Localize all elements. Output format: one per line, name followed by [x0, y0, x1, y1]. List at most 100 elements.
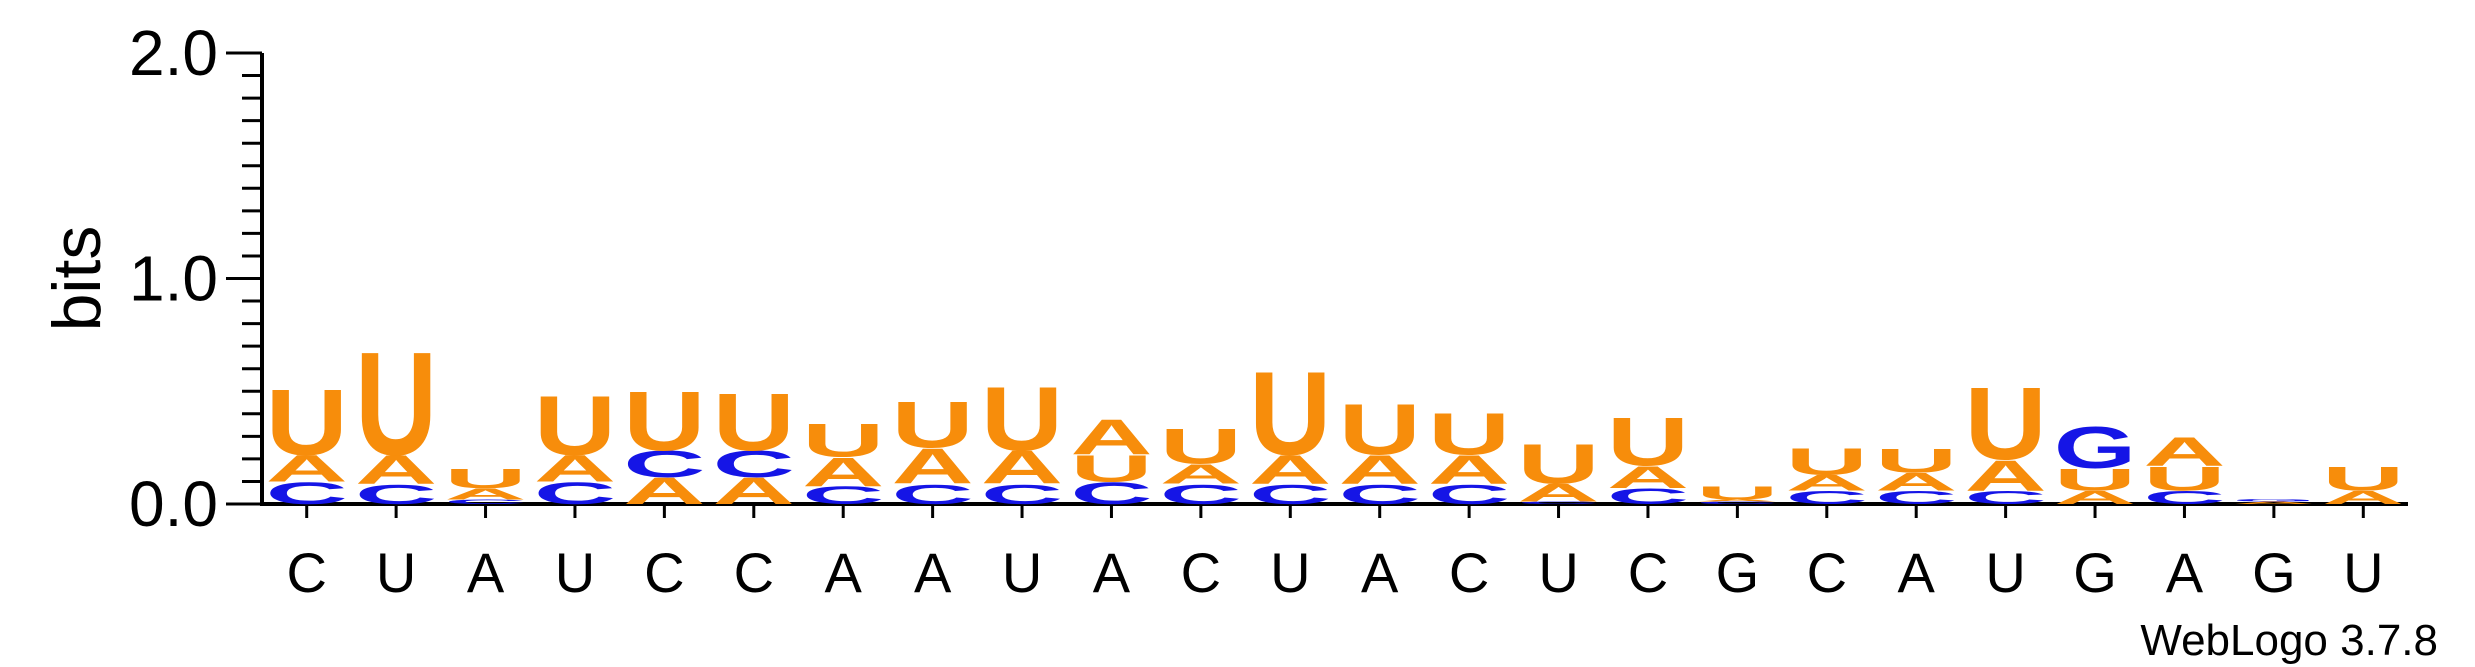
logo-letter-A: A [1339, 448, 1421, 493]
logo-letter-U: U [1428, 401, 1510, 467]
x-tick-label: U [1002, 541, 1042, 604]
logo-stack: CAU [802, 415, 884, 510]
logo-letter-A: A [1249, 448, 1331, 493]
weblogo-version-text: WebLogo 3.7.8 [2140, 616, 2438, 665]
logo-letter-U: U [1249, 347, 1331, 480]
logo-letter-U: U [2322, 459, 2404, 497]
y-tick-label: 0.0 [129, 468, 218, 540]
logo-letter-A: A [2322, 487, 2404, 508]
logo-letter-A: A [981, 442, 1063, 494]
logo-letter-U: U [2143, 459, 2225, 497]
logo-stack: CUA [2143, 429, 2225, 508]
logo-letter-A: A [2233, 501, 2315, 504]
logo-letter-U: U [1070, 447, 1152, 489]
logo-letter-U: U [1964, 367, 2046, 482]
x-tick-label: C [1628, 541, 1668, 604]
logo-stack: CAU [1786, 441, 1868, 509]
x-tick-label: U [376, 541, 416, 604]
x-tick-label: G [2252, 541, 2296, 604]
logo-letter-U: U [1607, 403, 1689, 480]
logo-letter-U: U [623, 374, 705, 468]
logo-stack: CAU [1249, 347, 1331, 510]
logo-stack: CAU [1875, 441, 1957, 508]
logo-letter-A: A [266, 447, 348, 489]
logo-letter-U: U [2054, 462, 2136, 497]
x-tick-label: C [1181, 541, 1221, 604]
logo-letter-A: A [2054, 487, 2136, 508]
logo-letter-C: C [1607, 484, 1689, 508]
logo-stack: CAU [981, 368, 1063, 510]
logo-stack: AU [2322, 459, 2404, 508]
logo-letter-A: A [713, 470, 795, 512]
logo-letter-A: A [2143, 429, 2225, 474]
x-tick-label: A [1898, 541, 1936, 604]
y-axis-label: bits [39, 226, 115, 332]
logo-letter-C: C [1964, 487, 2046, 508]
logo-letter-U: U [1786, 441, 1868, 483]
x-tick-label: C [734, 541, 774, 604]
logo-letter-U: U [266, 370, 348, 475]
y-tick-label: 2.0 [129, 17, 218, 89]
logo-letter-A: A [1160, 458, 1242, 490]
logo-letter-A: A [891, 438, 973, 494]
logo-stack: CAU [891, 388, 973, 510]
logo-letter-A: A [1964, 451, 2046, 500]
x-tick-label: A [2166, 541, 2204, 604]
logo-letter-C: C [1696, 501, 1778, 504]
logo-stack: CAU [1696, 483, 1778, 505]
logo-stack: ACU [623, 374, 705, 512]
logo-letter-U: U [444, 463, 526, 495]
logo-letter-A: A [1607, 460, 1689, 495]
x-tick-label: A [1361, 541, 1399, 604]
x-tick-label: C [1449, 541, 1489, 604]
logo-letter-C: C [1070, 476, 1152, 511]
logo-letter-A: A [1428, 448, 1510, 493]
logo-letter-U: U [355, 321, 437, 485]
logo-stack: CAU [266, 370, 348, 511]
x-tick-label: C [1807, 541, 1847, 604]
logo-letter-C: C [981, 479, 1063, 511]
logo-letter-A: A [1875, 468, 1957, 496]
logo-stack: CAU [444, 463, 526, 506]
logo-letter-A: A [444, 485, 526, 503]
x-tick-label: C [644, 541, 684, 604]
logo-letter-C: C [1786, 487, 1868, 508]
x-tick-label: U [1270, 541, 1310, 604]
logo-letter-U: U [713, 376, 795, 467]
logo-letter-U: U [802, 415, 884, 467]
logo-stack: AG [2233, 499, 2315, 505]
logo-letter-A: A [1696, 499, 1778, 502]
logo-letter-C: C [1339, 479, 1421, 511]
logo-stack: CAU [1428, 401, 1510, 510]
x-tick-label: U [2343, 541, 2383, 604]
logo-letter-C: C [534, 476, 616, 511]
x-tick-label: G [1716, 541, 1760, 604]
logo-letter-C: C [1249, 479, 1331, 511]
x-tick-label: A [825, 541, 863, 604]
logo-letter-U: U [1160, 418, 1242, 474]
logo-letter-U: U [891, 388, 973, 462]
logo-stack: ACU [713, 376, 795, 512]
logo-letter-U: U [534, 379, 616, 473]
logo-letter-G: G [2054, 415, 2136, 482]
x-tick-label: U [555, 541, 595, 604]
logo-letter-C: C [1517, 501, 1599, 504]
logo-letter-A: A [355, 448, 437, 493]
x-tick-label: U [1985, 541, 2025, 604]
logo-letter-C: C [1428, 479, 1510, 511]
x-tick-label: A [467, 541, 505, 604]
logo-letter-C: C [266, 476, 348, 511]
logo-stack: CAU [1160, 418, 1242, 510]
y-axis: 0.0 1.0 2.0 bits [39, 17, 264, 540]
x-tick-label: U [1538, 541, 1578, 604]
logo-letter-C: C [444, 498, 526, 505]
logo-letter-C: C [713, 443, 795, 485]
logo-letter-A: A [1786, 471, 1868, 495]
y-tick-label: 1.0 [129, 243, 218, 315]
logo-stack: CAU [1607, 403, 1689, 508]
x-tick-label: G [2073, 541, 2117, 604]
logo-letter-A: A [802, 450, 884, 495]
logo-stack: CAU [534, 379, 616, 511]
